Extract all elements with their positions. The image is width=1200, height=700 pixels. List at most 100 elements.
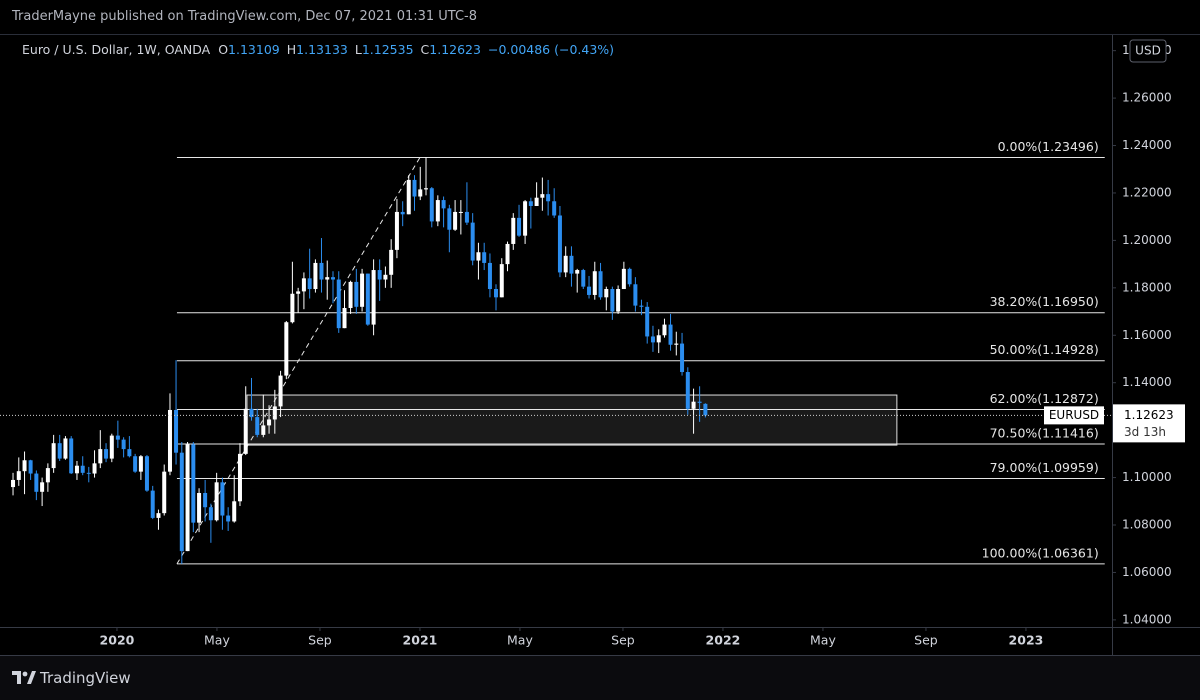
candle-body xyxy=(301,278,306,292)
candle-body xyxy=(458,211,463,213)
fib-trend xyxy=(176,157,421,565)
x-tick-label: 2022 xyxy=(706,633,741,648)
y-tick-label: 1.18000 xyxy=(1122,280,1172,294)
legend-key: C xyxy=(420,42,430,57)
candle-body xyxy=(255,417,260,435)
candle-body xyxy=(685,372,690,409)
candle-body xyxy=(284,322,289,376)
candle-body xyxy=(167,409,172,472)
candle-body xyxy=(203,492,208,508)
candle-body xyxy=(197,492,202,523)
candle-body xyxy=(447,208,452,230)
candle-body xyxy=(69,438,74,474)
candle-body xyxy=(63,438,68,459)
footer-bar xyxy=(0,656,1200,700)
candle-body xyxy=(621,268,626,290)
candle-body xyxy=(330,277,335,280)
candle-body xyxy=(563,255,568,273)
candle-body xyxy=(144,456,149,491)
candle-body xyxy=(482,252,487,263)
legend-key: L xyxy=(354,42,362,57)
candle-body xyxy=(185,444,190,552)
candle-body xyxy=(418,189,423,197)
fib-label: 50.00%(1.14928) xyxy=(990,342,1099,357)
candle-body xyxy=(28,460,33,474)
fib-label: 38.20%(1.16950) xyxy=(990,294,1099,309)
candle-body xyxy=(237,453,242,502)
candle-body xyxy=(633,284,638,306)
candle-body xyxy=(243,408,248,454)
candle-body xyxy=(226,515,231,522)
x-tick-label: 2020 xyxy=(100,633,135,648)
candle-body xyxy=(662,324,667,336)
candle-body xyxy=(232,501,237,522)
candle-body xyxy=(645,306,650,337)
y-tick-label: 1.14000 xyxy=(1122,375,1172,389)
byline: TraderMayne published on TradingView.com… xyxy=(12,9,478,24)
candle-body xyxy=(680,343,685,373)
candle-body xyxy=(656,335,661,343)
candle-body xyxy=(406,179,411,215)
candle-body xyxy=(453,211,458,230)
x-tick-label: May xyxy=(204,633,230,648)
candle-body xyxy=(569,255,574,274)
candle-body xyxy=(668,324,673,345)
candle-body xyxy=(598,271,603,298)
candle-body xyxy=(674,343,679,345)
candle-body xyxy=(313,262,318,290)
candle-body xyxy=(592,271,597,295)
candle-body xyxy=(360,273,365,307)
legend-key: O xyxy=(218,42,229,57)
candle-body xyxy=(290,293,295,323)
candle-body xyxy=(92,463,97,474)
candle-body xyxy=(109,435,114,459)
candle-body xyxy=(319,262,324,280)
fib-label: 0.00%(1.23496) xyxy=(998,139,1099,154)
candle-body xyxy=(703,403,708,416)
candle-body xyxy=(639,305,644,307)
candle-body xyxy=(220,482,225,516)
candle-body xyxy=(336,279,341,329)
candle-body xyxy=(441,200,446,209)
legend-symbol: Euro / U.S. Dollar, 1W, OANDA xyxy=(22,42,211,57)
candle-body xyxy=(424,188,429,190)
zone-box xyxy=(246,394,898,446)
candle-body xyxy=(697,401,702,403)
candle-body xyxy=(307,278,312,290)
candle-body xyxy=(377,270,382,280)
candle-body xyxy=(150,490,155,518)
candle-body xyxy=(267,419,272,426)
candle-body xyxy=(22,460,27,472)
y-tick-label: 1.22000 xyxy=(1122,185,1172,199)
legend-value: 1.12623 xyxy=(429,42,481,57)
candle-body xyxy=(616,289,621,312)
candle-body xyxy=(179,452,184,552)
candle-body xyxy=(540,194,545,198)
legend: Euro / U.S. Dollar, 1W, OANDA O1.13109 H 1.… xyxy=(22,42,621,57)
legend-value: 1.13109 xyxy=(228,42,280,57)
candle-body xyxy=(464,211,469,223)
candle-body xyxy=(272,406,277,420)
candle-body xyxy=(325,277,330,280)
candle-body xyxy=(57,443,62,459)
candle-body xyxy=(214,482,219,521)
candle-body xyxy=(115,435,120,440)
legend-key: H xyxy=(286,42,297,57)
candle-body xyxy=(74,465,79,474)
candle-body xyxy=(45,468,50,483)
candle-body xyxy=(476,252,481,261)
y-tick-label: 1.06000 xyxy=(1122,565,1172,579)
candle-body xyxy=(11,479,16,488)
candle-body xyxy=(208,507,213,521)
candle-body xyxy=(278,375,283,407)
candle-body xyxy=(354,281,359,307)
legend-value: 1.12535 xyxy=(361,42,414,57)
candle-body xyxy=(127,449,132,457)
currency-label: USD xyxy=(1135,44,1161,58)
candle-body xyxy=(162,471,167,514)
candle-body xyxy=(552,201,557,216)
candle-body xyxy=(575,270,580,274)
candle-body xyxy=(650,336,655,343)
